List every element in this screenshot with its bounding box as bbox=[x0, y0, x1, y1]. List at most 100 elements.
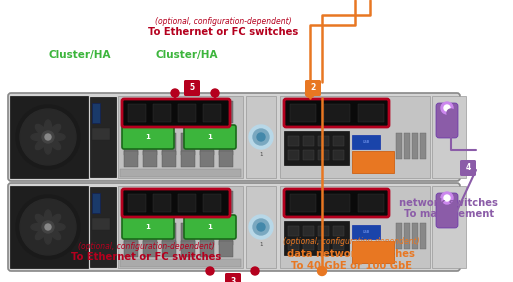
Bar bbox=[352, 241, 394, 263]
Text: To Ethernet or FC switches: To Ethernet or FC switches bbox=[71, 252, 221, 262]
Text: USB: USB bbox=[363, 230, 369, 234]
Bar bbox=[318, 240, 329, 250]
Bar bbox=[432, 96, 466, 178]
Bar bbox=[219, 223, 233, 245]
Text: (optional, configuration-dependent): (optional, configuration-dependent) bbox=[283, 237, 420, 246]
Bar bbox=[396, 223, 402, 249]
Bar bbox=[181, 191, 195, 213]
Circle shape bbox=[42, 131, 54, 143]
Bar bbox=[333, 240, 344, 250]
FancyBboxPatch shape bbox=[436, 103, 458, 138]
FancyBboxPatch shape bbox=[122, 125, 174, 149]
Circle shape bbox=[45, 134, 51, 140]
Text: To 40 GbE or 100 GbE: To 40 GbE or 100 GbE bbox=[291, 261, 412, 272]
Bar bbox=[143, 133, 157, 155]
Ellipse shape bbox=[35, 214, 47, 226]
Bar bbox=[153, 194, 171, 212]
FancyBboxPatch shape bbox=[8, 93, 460, 181]
Bar bbox=[432, 186, 466, 268]
Text: (optional, configuration-dependent): (optional, configuration-dependent) bbox=[155, 17, 291, 26]
Bar bbox=[162, 191, 176, 213]
Circle shape bbox=[251, 267, 259, 275]
Bar bbox=[162, 223, 176, 245]
Text: 1: 1 bbox=[208, 134, 212, 140]
Circle shape bbox=[45, 224, 51, 230]
Bar bbox=[333, 136, 344, 146]
Ellipse shape bbox=[50, 124, 61, 135]
Bar bbox=[10, 96, 88, 178]
FancyBboxPatch shape bbox=[284, 189, 389, 217]
Bar bbox=[303, 150, 314, 160]
Bar bbox=[318, 136, 329, 146]
Bar bbox=[181, 151, 195, 167]
Circle shape bbox=[441, 192, 453, 204]
Bar bbox=[396, 133, 402, 159]
Circle shape bbox=[253, 129, 269, 145]
Bar bbox=[352, 135, 380, 149]
Bar bbox=[162, 101, 176, 123]
Bar bbox=[284, 131, 349, 165]
Text: Cluster/HA: Cluster/HA bbox=[156, 50, 219, 60]
Bar bbox=[303, 240, 314, 250]
Text: 3: 3 bbox=[230, 276, 235, 282]
Bar bbox=[181, 101, 195, 123]
Circle shape bbox=[211, 89, 219, 97]
Circle shape bbox=[16, 105, 80, 169]
Text: 1: 1 bbox=[259, 153, 263, 158]
Circle shape bbox=[444, 105, 450, 111]
Bar bbox=[200, 223, 214, 245]
Bar bbox=[124, 101, 138, 123]
Ellipse shape bbox=[50, 214, 61, 226]
Circle shape bbox=[257, 223, 265, 231]
Bar bbox=[412, 133, 418, 159]
Text: (optional, configuration-dependent): (optional, configuration-dependent) bbox=[78, 242, 214, 251]
Bar bbox=[200, 151, 214, 167]
Bar bbox=[181, 241, 195, 257]
Bar bbox=[303, 226, 314, 236]
Bar bbox=[128, 104, 146, 122]
Bar bbox=[219, 151, 233, 167]
Circle shape bbox=[171, 89, 179, 97]
Text: 5: 5 bbox=[189, 83, 194, 92]
Bar bbox=[124, 191, 138, 213]
Bar bbox=[118, 186, 243, 268]
Bar bbox=[219, 133, 233, 155]
Bar bbox=[288, 136, 299, 146]
Ellipse shape bbox=[31, 133, 45, 140]
Bar bbox=[324, 194, 350, 212]
Bar bbox=[200, 241, 214, 257]
FancyBboxPatch shape bbox=[284, 99, 389, 127]
Text: 4: 4 bbox=[465, 164, 470, 173]
Bar bbox=[280, 96, 430, 178]
Bar bbox=[92, 218, 110, 230]
Bar bbox=[118, 96, 243, 178]
Bar bbox=[200, 133, 214, 155]
FancyBboxPatch shape bbox=[436, 193, 458, 228]
FancyBboxPatch shape bbox=[8, 183, 460, 271]
Text: 1: 1 bbox=[146, 224, 150, 230]
FancyBboxPatch shape bbox=[122, 189, 230, 217]
Circle shape bbox=[206, 267, 214, 275]
Text: 1: 1 bbox=[146, 134, 150, 140]
Ellipse shape bbox=[31, 224, 45, 230]
Ellipse shape bbox=[45, 140, 51, 154]
Bar bbox=[162, 241, 176, 257]
Text: 2: 2 bbox=[310, 83, 315, 92]
FancyBboxPatch shape bbox=[184, 80, 200, 96]
Bar bbox=[420, 133, 426, 159]
Circle shape bbox=[253, 219, 269, 235]
Bar bbox=[90, 187, 116, 267]
Bar bbox=[290, 194, 316, 212]
Bar bbox=[162, 133, 176, 155]
Ellipse shape bbox=[35, 138, 47, 150]
Bar bbox=[200, 191, 214, 213]
Circle shape bbox=[16, 195, 80, 259]
FancyBboxPatch shape bbox=[460, 160, 476, 176]
Bar bbox=[124, 133, 138, 155]
Bar bbox=[124, 223, 138, 245]
Bar bbox=[404, 133, 410, 159]
Bar bbox=[120, 259, 241, 267]
Bar bbox=[90, 97, 116, 177]
FancyBboxPatch shape bbox=[122, 99, 230, 127]
Bar bbox=[280, 186, 430, 268]
